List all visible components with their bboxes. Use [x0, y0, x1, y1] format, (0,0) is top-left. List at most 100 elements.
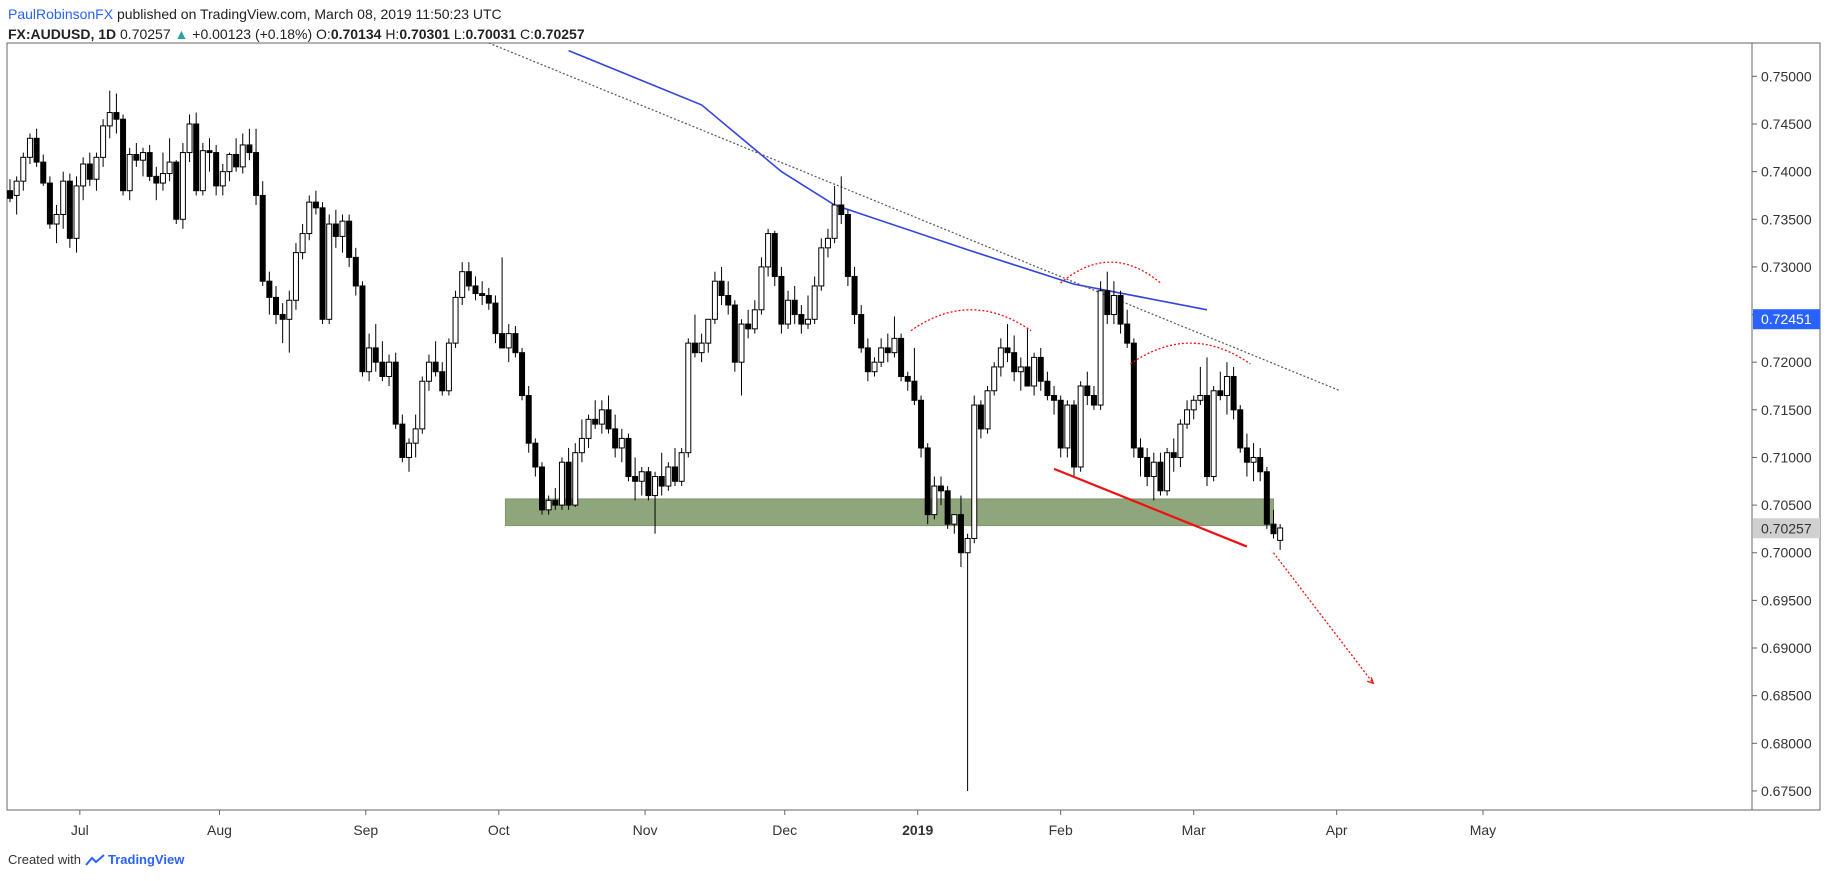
bullish-candle	[93, 156, 100, 180]
bearish-candle	[173, 161, 180, 220]
bearish-candle	[1130, 342, 1137, 449]
price-tick-label: 0.74000	[1761, 164, 1812, 180]
projection-arrowhead-icon	[1367, 677, 1375, 685]
bullish-candle	[1197, 395, 1204, 401]
price-tick-label: 0.70000	[1761, 545, 1812, 561]
publish-info: published on TradingView.com, March 08, …	[116, 6, 502, 22]
bearish-candle	[485, 294, 492, 304]
support-zone	[504, 498, 1274, 527]
bullish-candle	[638, 471, 645, 482]
descending-trendline	[488, 42, 1341, 392]
red-support-line	[1053, 467, 1248, 548]
open-value: 0.70134	[330, 26, 382, 42]
bearish-candle	[1071, 404, 1077, 468]
bullish-candle	[179, 152, 186, 220]
bullish-candle	[306, 201, 313, 235]
bearish-candle	[1104, 290, 1111, 316]
bullish-candle	[1184, 409, 1191, 425]
bullish-candle	[106, 112, 113, 127]
bullish-candle	[831, 204, 838, 239]
close-label: C:	[520, 26, 534, 42]
bearish-candle	[379, 361, 386, 377]
bullish-candle	[1190, 399, 1197, 411]
bearish-candle	[864, 347, 871, 373]
bullish-candle	[26, 137, 33, 158]
bearish-candle	[884, 347, 891, 354]
bearish-candle	[918, 399, 925, 449]
bullish-candle	[412, 428, 419, 444]
bearish-candle	[525, 395, 532, 444]
bullish-candle	[1031, 356, 1038, 387]
bearish-candle	[7, 190, 13, 199]
bearish-candle	[605, 409, 612, 430]
up-arrow-icon: ▲	[174, 26, 189, 42]
bearish-candle	[146, 152, 153, 177]
bullish-candle	[971, 404, 978, 539]
bearish-candle	[1117, 294, 1124, 325]
bullish-candle	[1164, 452, 1171, 492]
bearish-candle	[924, 447, 931, 516]
bullish-candle	[765, 233, 772, 268]
time-tick-label: Oct	[488, 822, 510, 838]
high-value: 0.70301	[399, 26, 450, 42]
bullish-candle	[652, 476, 659, 497]
author-link[interactable]: PaulRobinsonFX	[8, 6, 114, 22]
bearish-candle	[1257, 456, 1264, 473]
bearish-candle	[844, 214, 851, 277]
time-tick-label: Dec	[772, 822, 797, 838]
moving-average-price-label: 0.72451	[1761, 311, 1812, 327]
bearish-candle	[153, 175, 160, 184]
price-change: +0.00123 (+0.18%)	[192, 26, 313, 42]
bearish-candle	[372, 347, 379, 363]
bullish-candle	[1064, 404, 1071, 449]
price-tick-label: 0.67500	[1761, 783, 1812, 799]
bearish-candle	[1157, 461, 1164, 492]
bearish-candle	[1124, 323, 1131, 344]
footer: Created with TradingView	[8, 852, 184, 867]
tradingview-brand: TradingView	[107, 852, 185, 867]
bearish-candle	[957, 514, 964, 554]
bullish-candle	[585, 418, 592, 439]
bullish-candle	[811, 285, 818, 320]
bearish-candle	[233, 153, 240, 168]
bearish-candle	[519, 352, 526, 397]
bearish-candle	[1011, 352, 1018, 373]
bearish-candle	[858, 314, 865, 349]
price-tick-label: 0.75000	[1761, 68, 1812, 84]
bearish-candle	[745, 323, 752, 330]
bearish-candle	[273, 296, 279, 316]
bearish-candle	[399, 423, 406, 458]
moving-average-line	[568, 49, 1208, 311]
ohlc-line: FX:AUDUSD, 1D 0.70257 ▲ +0.00123 (+0.18%…	[8, 24, 585, 44]
bullish-candle	[698, 342, 705, 354]
bullish-candle	[366, 347, 373, 373]
bullish-candle	[878, 347, 885, 363]
bearish-candle	[898, 337, 905, 377]
bearish-candle	[259, 194, 266, 282]
bullish-candle	[199, 150, 206, 192]
bullish-candle	[1210, 390, 1217, 478]
bearish-candle	[731, 304, 738, 363]
low-label: L:	[453, 26, 466, 42]
bullish-candle	[1177, 423, 1184, 458]
moving-average-price-badge	[1753, 309, 1820, 330]
bearish-candle	[133, 153, 140, 161]
bearish-candle	[279, 314, 286, 320]
bearish-candle	[253, 152, 260, 196]
bearish-candle	[193, 123, 200, 192]
open-label: O:	[316, 26, 331, 42]
bullish-candle	[991, 366, 998, 392]
bullish-candle	[80, 163, 87, 187]
price-chart[interactable]: 0.750000.745000.740000.735000.730000.725…	[0, 0, 1828, 852]
tradingview-logo[interactable]: TradingView	[85, 852, 184, 867]
bearish-candle	[798, 314, 805, 325]
head-arc	[1060, 261, 1161, 284]
time-tick-label: Apr	[1326, 822, 1348, 838]
symbol-label: FX:AUDUSD, 1D	[8, 26, 117, 42]
left-shoulder-arc	[910, 309, 1032, 332]
bearish-candle	[246, 144, 253, 154]
price-tick-label: 0.70500	[1761, 497, 1812, 513]
bearish-candle	[439, 371, 446, 392]
bearish-candle	[1237, 409, 1244, 449]
bullish-candle	[578, 437, 585, 454]
